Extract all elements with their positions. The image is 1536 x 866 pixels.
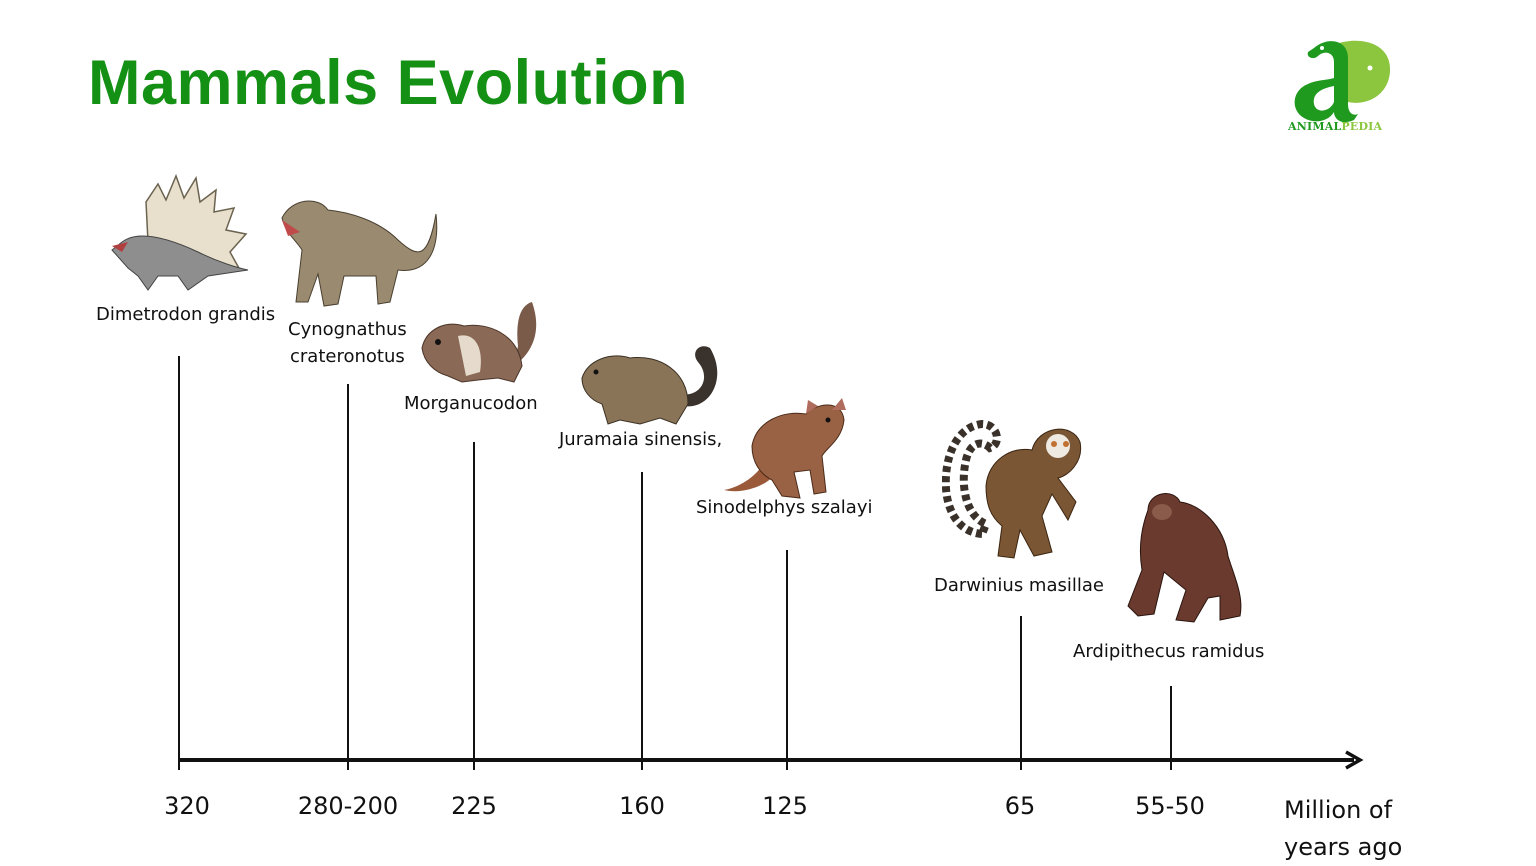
- page-title: Mammals Evolution: [88, 48, 689, 118]
- cynognathus-illustration-icon: [281, 200, 438, 307]
- time-label-225: 225: [451, 792, 497, 820]
- time-label-160: 160: [619, 792, 665, 820]
- juramaia-illustration-icon: [581, 346, 718, 425]
- axis-tick: [347, 760, 349, 770]
- time-label-125: 125: [762, 792, 808, 820]
- axis-unit-line1: Million of: [1284, 796, 1393, 824]
- axis-tick: [473, 760, 475, 770]
- axis-arrow-icon: [1345, 750, 1364, 770]
- animalpedia-logo-icon: [1294, 40, 1391, 124]
- axis-unit-label: Million of years ago: [1284, 792, 1402, 866]
- event-label-sinodelphys: Sinodelphys szalayi: [696, 497, 873, 518]
- axis-tick: [178, 760, 180, 770]
- event-label-dimetrodon: Dimetrodon grandis: [96, 304, 276, 325]
- time-label-320: 320: [164, 792, 210, 820]
- connector-line-juramaia: [641, 472, 643, 760]
- event-label-juramaia: Juramaia sinensis,: [559, 429, 723, 450]
- axis-tick: [641, 760, 643, 770]
- connector-line-morganucodon: [473, 442, 475, 760]
- sinodelphys-illustration-icon: [724, 398, 846, 499]
- ardipithecus-illustration-icon: [1127, 493, 1242, 623]
- axis-tick: [786, 760, 788, 770]
- time-axis: [178, 758, 1354, 762]
- time-label-280-200: 280-200: [297, 792, 399, 820]
- logo-text-pedia: PEDIA: [1341, 120, 1383, 133]
- connector-line-sinodelphys: [786, 550, 788, 760]
- connector-line-cynognathus: [347, 384, 349, 760]
- event-label-cynognathus-line1: Cynognathus: [288, 319, 407, 340]
- event-label-darwinius: Darwinius masillae: [934, 575, 1104, 596]
- axis-unit-line2: years ago: [1284, 833, 1403, 861]
- connector-line-ardipithecus: [1170, 686, 1172, 760]
- event-label-ardipithecus: Ardipithecus ramidus: [1073, 641, 1265, 662]
- darwinius-illustration-icon: [942, 419, 1082, 559]
- morganucodon-illustration-icon: [421, 302, 537, 383]
- event-label-cynognathus-line2: crateronotus: [290, 346, 405, 367]
- event-label-morganucodon: Morganucodon: [404, 393, 538, 414]
- connector-line-darwinius: [1020, 616, 1022, 760]
- logo-wordmark: ANIMALPEDIA: [1288, 120, 1382, 133]
- logo-text-animal: ANIMAL: [1288, 120, 1342, 133]
- dimetrodon-illustration-icon: [111, 173, 249, 291]
- time-label-55-50: 55-50: [1135, 792, 1205, 820]
- axis-tick: [1170, 760, 1172, 770]
- time-label-65: 65: [1004, 792, 1036, 820]
- axis-tick: [1020, 760, 1022, 770]
- connector-line-dimetrodon: [178, 356, 180, 760]
- event-label-cynognathus: Cynognathus crateronotus: [288, 316, 407, 370]
